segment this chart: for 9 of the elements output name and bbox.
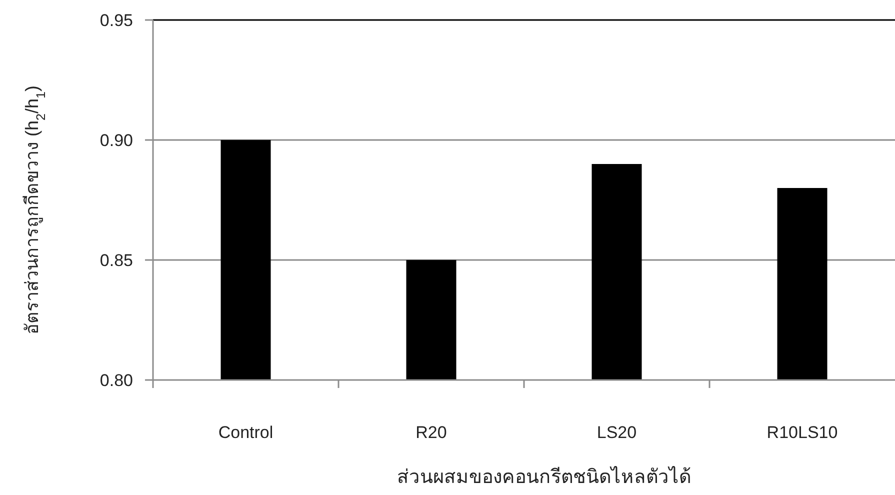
x-tick-label: R10LS10	[766, 423, 838, 442]
y-tick-label: 0.90	[100, 131, 133, 150]
x-tick-label: R20	[416, 423, 447, 442]
y-tick-label: 0.80	[100, 371, 133, 390]
x-axis-title: ส่วนผสมของคอนกรีตชนิดไหลตัวได้	[397, 466, 691, 488]
x-tick-label: LS20	[596, 423, 637, 442]
y-tick-label: 0.85	[100, 251, 133, 270]
x-tick-label: Control	[218, 423, 274, 442]
y-tick-label: 0.95	[100, 11, 133, 30]
